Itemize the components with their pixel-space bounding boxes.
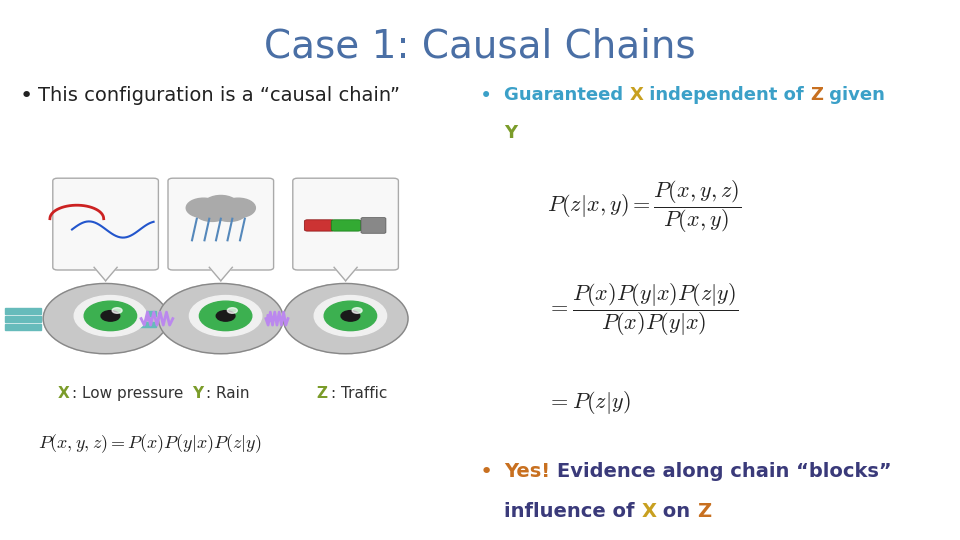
Text: $P(z|x,y) = \dfrac{P(x,y,z)}{P(x,y)}$: $P(z|x,y) = \dfrac{P(x,y,z)}{P(x,y)}$ <box>547 178 741 235</box>
Bar <box>5 316 41 322</box>
Text: influence of: influence of <box>504 502 641 521</box>
Circle shape <box>324 301 376 330</box>
Circle shape <box>195 202 229 221</box>
Text: •: • <box>19 86 33 106</box>
Polygon shape <box>94 267 117 281</box>
Text: $= \dfrac{P(x)P(y|x)P(z|y)}{P(x)P(y|x)}$: $= \dfrac{P(x)P(y|x)P(z|y)}{P(x)P(y|x)}$ <box>547 281 738 338</box>
Text: Guaranteed: Guaranteed <box>504 86 630 104</box>
Text: Z: Z <box>317 386 327 401</box>
Circle shape <box>43 284 168 354</box>
Bar <box>134 311 156 316</box>
Polygon shape <box>334 267 357 281</box>
Circle shape <box>186 198 221 218</box>
FancyBboxPatch shape <box>293 178 398 270</box>
Circle shape <box>216 310 235 321</box>
Text: : Low pressure: : Low pressure <box>72 386 183 401</box>
Text: Evidence along chain “blocks”: Evidence along chain “blocks” <box>557 462 892 481</box>
Circle shape <box>221 198 255 218</box>
Circle shape <box>341 310 360 321</box>
Circle shape <box>101 310 120 321</box>
Circle shape <box>212 202 247 221</box>
Text: Z: Z <box>697 502 711 521</box>
FancyBboxPatch shape <box>53 178 158 270</box>
Bar <box>5 324 41 330</box>
Text: X: X <box>58 386 69 401</box>
FancyBboxPatch shape <box>361 218 386 233</box>
Text: Z: Z <box>810 86 823 104</box>
Text: •: • <box>480 86 492 106</box>
Circle shape <box>74 295 147 336</box>
Circle shape <box>112 308 122 313</box>
Circle shape <box>204 195 238 215</box>
Text: X: X <box>630 86 643 104</box>
Circle shape <box>189 295 262 336</box>
Text: Y: Y <box>504 124 517 142</box>
Text: on: on <box>657 502 697 521</box>
Circle shape <box>84 301 136 330</box>
Circle shape <box>228 308 237 313</box>
FancyBboxPatch shape <box>304 220 334 231</box>
Text: given: given <box>823 86 885 104</box>
Text: X: X <box>641 502 657 521</box>
Circle shape <box>158 284 283 354</box>
Text: Y: Y <box>192 386 204 401</box>
Text: $P(x, y, z) = P(x)P(y|x)P(z|y)$: $P(x, y, z) = P(x)P(y|x)P(z|y)$ <box>38 432 262 455</box>
Circle shape <box>200 301 252 330</box>
FancyBboxPatch shape <box>331 220 361 231</box>
FancyBboxPatch shape <box>168 178 274 270</box>
Text: Case 1: Causal Chains: Case 1: Causal Chains <box>264 27 696 65</box>
Text: Yes!: Yes! <box>504 462 557 481</box>
Bar <box>5 308 41 314</box>
Circle shape <box>314 295 387 336</box>
Circle shape <box>352 308 362 313</box>
Text: This configuration is a “causal chain”: This configuration is a “causal chain” <box>38 86 400 105</box>
Polygon shape <box>209 267 232 281</box>
Bar <box>134 322 156 327</box>
Text: •: • <box>480 462 493 482</box>
Text: independent of: independent of <box>643 86 810 104</box>
Text: : Traffic: : Traffic <box>331 386 388 401</box>
Text: : Rain: : Rain <box>206 386 250 401</box>
Text: $= P(z|y)$: $= P(z|y)$ <box>547 389 631 416</box>
Circle shape <box>283 284 408 354</box>
